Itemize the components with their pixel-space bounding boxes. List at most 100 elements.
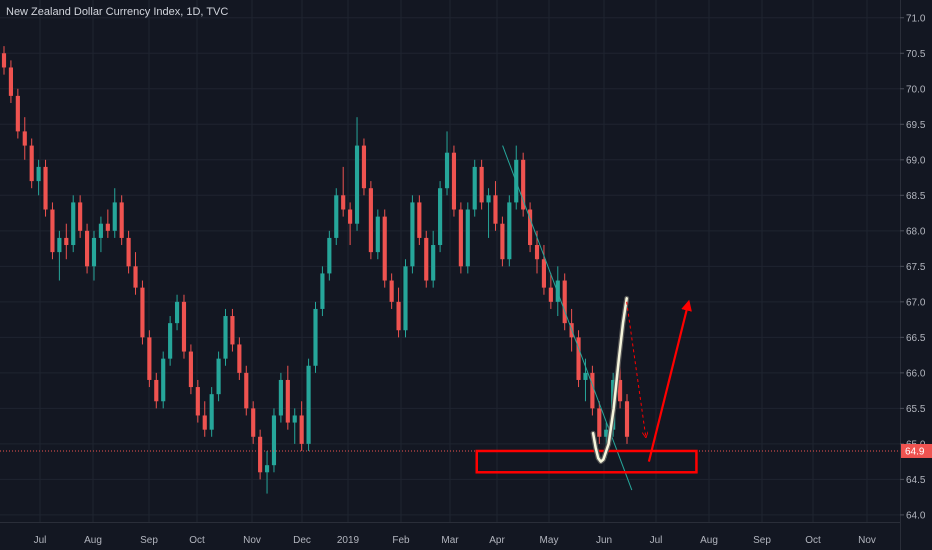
candle [313, 308, 318, 366]
y-tick-label: 68.0 [906, 226, 926, 237]
candle [223, 316, 228, 359]
y-tick-label: 70.0 [906, 84, 926, 95]
candle [84, 230, 90, 267]
x-tick-label: Aug [700, 535, 718, 546]
pattern-curve [591, 297, 628, 463]
candle [541, 259, 547, 288]
candle [327, 237, 332, 274]
x-tick-label: Mar [441, 535, 459, 546]
last-price-label: 64.9 [905, 446, 925, 457]
candle [618, 379, 623, 402]
candle [216, 358, 221, 395]
support-zone-box [475, 449, 698, 474]
y-tick-label: 67.0 [906, 297, 926, 308]
candle [64, 237, 69, 246]
candle [36, 166, 41, 182]
x-tick-label: Aug [84, 535, 102, 546]
candle [361, 145, 367, 189]
candle [528, 209, 533, 246]
candle [1, 53, 7, 68]
candle [119, 202, 124, 238]
candle [521, 159, 526, 210]
candle [486, 195, 491, 203]
y-tick-label: 70.5 [906, 49, 926, 60]
y-tick-label: 67.5 [906, 262, 926, 273]
candle [451, 152, 457, 210]
candle [299, 415, 304, 444]
candle [29, 145, 34, 182]
candle [458, 209, 463, 267]
y-tick-label: 64.0 [906, 510, 926, 521]
candle [285, 379, 290, 423]
candle [431, 245, 436, 281]
candle [368, 188, 373, 253]
candle [133, 266, 138, 288]
candle [78, 202, 83, 231]
candle [590, 372, 595, 409]
candle [258, 436, 263, 473]
candle [91, 237, 97, 267]
last-price-tag [901, 443, 932, 458]
up-arrow [647, 299, 692, 462]
candle [230, 316, 235, 345]
candle [444, 152, 450, 189]
candle [624, 401, 630, 437]
x-tick-label: Jul [34, 535, 47, 546]
candle [278, 379, 283, 416]
trendline [502, 145, 633, 491]
candle [348, 209, 353, 224]
candle [604, 429, 609, 437]
candle [500, 223, 505, 260]
candle [209, 394, 214, 430]
candle [126, 237, 131, 267]
candle [597, 408, 602, 437]
candle [188, 351, 193, 388]
candle [112, 202, 117, 231]
chart-title: New Zealand Dollar Currency Index, 1D, T… [6, 6, 229, 18]
x-tick-label: Oct [189, 535, 205, 546]
candle [389, 280, 394, 302]
candle [479, 166, 484, 203]
candle [403, 266, 408, 331]
candle [410, 202, 415, 267]
candle [43, 166, 48, 210]
candle [154, 379, 159, 402]
candle [507, 202, 512, 260]
x-tick-label: 2019 [337, 535, 360, 546]
x-tick-label: Sep [753, 535, 771, 546]
candle [396, 301, 401, 331]
candle [140, 287, 145, 338]
y-tick-label: 64.5 [906, 475, 926, 486]
x-tick-label: May [540, 535, 559, 546]
candle [174, 301, 180, 324]
candle [375, 216, 380, 253]
candle [493, 195, 498, 224]
candle [534, 245, 540, 260]
candle [306, 365, 311, 444]
x-tick-label: Jul [650, 535, 663, 546]
x-tick-label: Nov [243, 535, 261, 546]
candle [105, 223, 110, 231]
candle [472, 166, 477, 210]
candle [320, 273, 325, 309]
candle [251, 408, 256, 437]
candle [161, 358, 166, 402]
candle [57, 237, 62, 253]
candle [417, 202, 422, 238]
y-tick-label: 69.5 [906, 120, 926, 131]
candle [244, 372, 249, 409]
x-tick-label: Dec [293, 535, 311, 546]
candle [181, 301, 187, 352]
candle [147, 337, 152, 380]
x-tick-label: Apr [489, 535, 505, 546]
candle [382, 216, 387, 281]
candle [424, 237, 429, 281]
candle [15, 95, 20, 132]
candle [465, 209, 470, 267]
dashed-down-arrow [626, 301, 646, 437]
candle [271, 415, 277, 466]
y-tick-label: 69.0 [906, 155, 926, 166]
candle [292, 415, 297, 423]
x-tick-label: Oct [805, 535, 821, 546]
